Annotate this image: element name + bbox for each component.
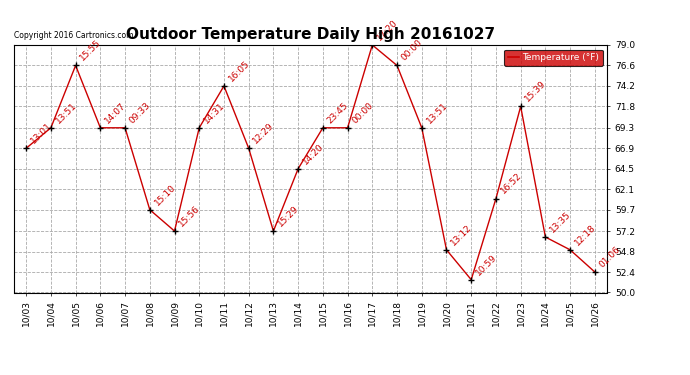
Text: 10:59: 10:59 <box>474 252 499 277</box>
Text: Copyright 2016 Cartronics.com: Copyright 2016 Cartronics.com <box>14 31 133 40</box>
Text: 16:52: 16:52 <box>499 171 523 196</box>
Text: 14:31: 14:31 <box>202 100 226 125</box>
Text: 00:00: 00:00 <box>351 100 375 125</box>
Legend: Temperature (°F): Temperature (°F) <box>504 50 602 66</box>
Text: 16:05: 16:05 <box>227 58 251 83</box>
Text: 13:35: 13:35 <box>548 210 573 234</box>
Text: 12:29: 12:29 <box>251 121 276 146</box>
Text: 09:33: 09:33 <box>128 100 152 125</box>
Text: 15:29: 15:29 <box>276 204 301 228</box>
Text: 15:55: 15:55 <box>79 38 103 63</box>
Text: 23:45: 23:45 <box>326 100 350 125</box>
Text: 13:51: 13:51 <box>54 100 79 125</box>
Text: 01:06: 01:06 <box>598 244 622 269</box>
Text: 14:07: 14:07 <box>103 100 128 125</box>
Text: 00:00: 00:00 <box>400 38 424 63</box>
Text: 12:18: 12:18 <box>573 222 598 247</box>
Text: 17:20: 17:20 <box>375 18 400 42</box>
Text: 15:56: 15:56 <box>177 204 202 228</box>
Text: 13:01: 13:01 <box>29 121 54 146</box>
Text: 13:12: 13:12 <box>449 222 474 247</box>
Title: Outdoor Temperature Daily High 20161027: Outdoor Temperature Daily High 20161027 <box>126 27 495 42</box>
Text: 13:51: 13:51 <box>424 100 449 125</box>
Text: 15:39: 15:39 <box>524 79 548 104</box>
Text: 14:20: 14:20 <box>301 141 326 166</box>
Text: 15:10: 15:10 <box>152 182 177 207</box>
